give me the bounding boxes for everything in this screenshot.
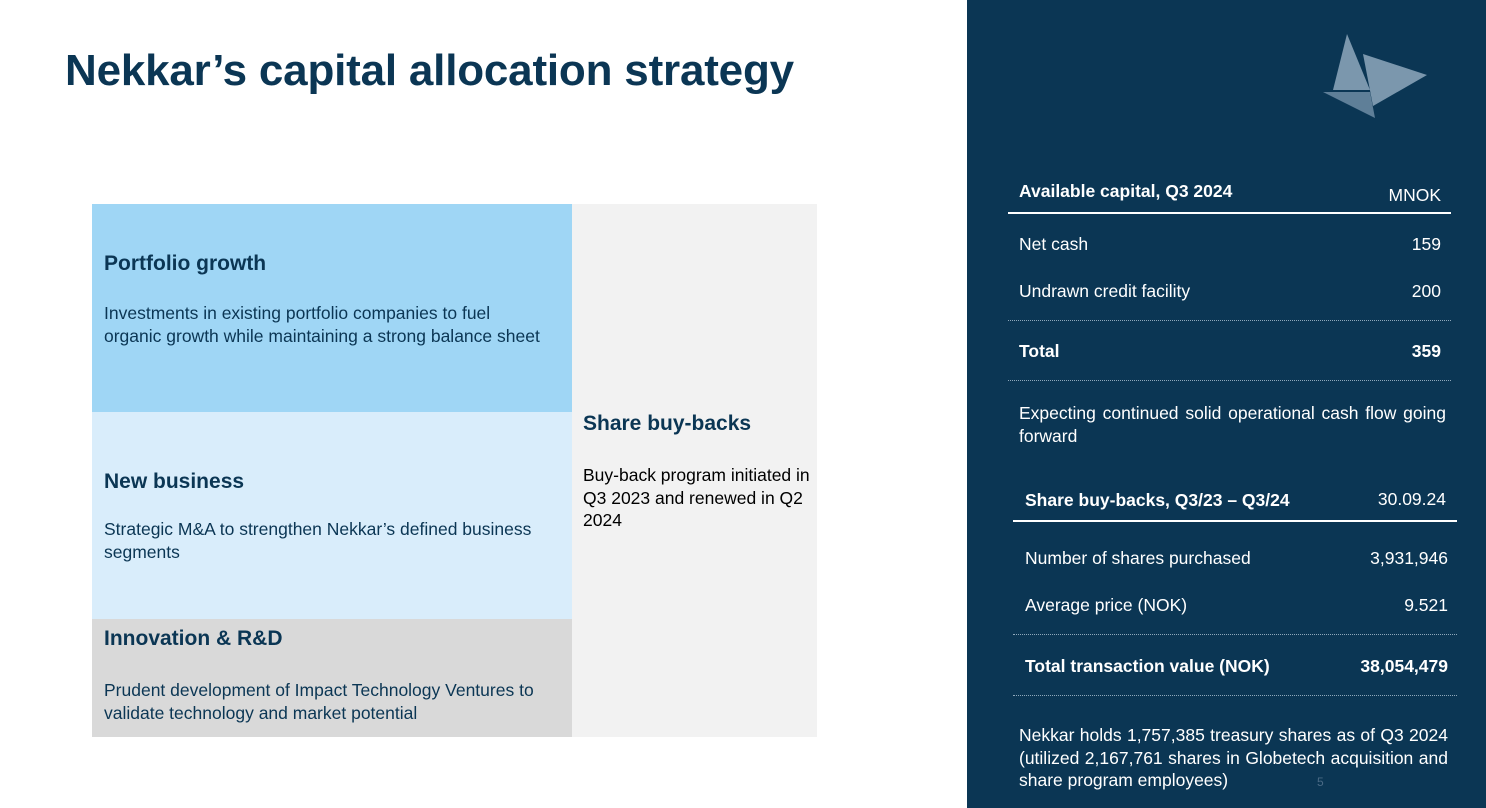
portfolio-growth-text: Investments in existing portfolio compan… (104, 303, 540, 346)
available-total-value: 359 (1411, 341, 1441, 361)
treasury-shares-note: Nekkar holds 1,757,385 treasury shares a… (1019, 725, 1448, 790)
share-buybacks-heading: Share buy-backs (583, 412, 752, 435)
share-buybacks-text: Buy-back program initiated in Q3 2023 an… (583, 465, 810, 530)
portfolio-growth-heading: Portfolio growth (104, 252, 267, 275)
innovation-box: Innovation & R&D Prudent development of … (92, 619, 572, 737)
nekkar-sail-logo-icon (1323, 34, 1427, 118)
divider (1008, 212, 1451, 214)
divider (1013, 634, 1457, 635)
cash-flow-note: Expecting continued solid operational ca… (1019, 403, 1446, 446)
innovation-text: Prudent development of Impact Technology… (104, 680, 534, 723)
innovation-heading: Innovation & R&D (104, 627, 283, 650)
new-business-box: New business Strategic M&A to strengthen… (92, 412, 572, 619)
buybacks-table-date: 30.09.24 (1377, 489, 1446, 509)
new-business-heading: New business (104, 470, 245, 493)
available-capital-header: Available capital, Q3 2024 (1019, 181, 1233, 201)
new-business-text: Strategic M&A to strengthen Nekkar’s def… (104, 519, 532, 562)
transaction-total-label: Total transaction value (NOK) (1025, 656, 1270, 676)
share-buybacks-box: Share buy-backs Buy-back program initiat… (572, 204, 817, 737)
shares-purchased-label: Number of shares purchased (1025, 548, 1251, 568)
divider (1008, 320, 1451, 321)
portfolio-growth-box: Portfolio growth Investments in existing… (92, 204, 572, 412)
credit-facility-label: Undrawn credit facility (1019, 281, 1191, 301)
net-cash-label: Net cash (1019, 234, 1089, 254)
divider (1008, 380, 1451, 381)
credit-facility-value: 200 (1411, 281, 1441, 301)
transaction-total-value: 38,054,479 (1360, 656, 1448, 676)
available-total-label: Total (1019, 341, 1060, 361)
net-cash-value: 159 (1411, 234, 1441, 254)
right-info-panel: Available capital, Q3 2024 MNOK Net cash… (967, 0, 1486, 808)
shares-purchased-value: 3,931,946 (1370, 548, 1448, 568)
average-price-label: Average price (NOK) (1025, 595, 1188, 615)
page-number: 5 (1317, 775, 1324, 789)
average-price-value: 9.521 (1404, 595, 1448, 615)
page-title: Nekkar’s capital allocation strategy (65, 46, 794, 95)
buybacks-table-header: Share buy-backs, Q3/23 – Q3/24 (1025, 490, 1290, 510)
divider (1013, 695, 1457, 696)
divider (1013, 520, 1457, 522)
available-capital-unit: MNOK (1388, 185, 1442, 205)
